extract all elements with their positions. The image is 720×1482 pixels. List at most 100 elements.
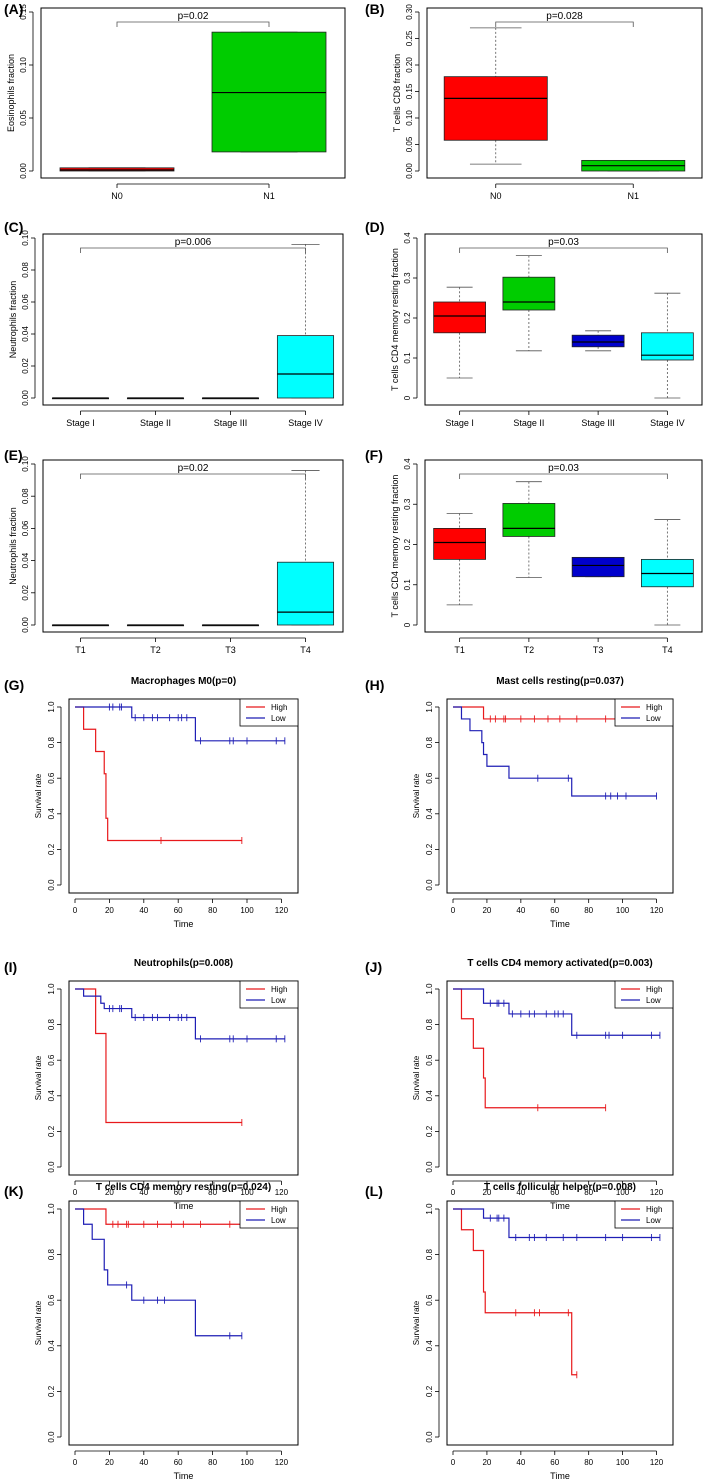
y-axis-label: Eosinophils fraction: [6, 54, 16, 132]
y-tick-label: 0.10: [19, 57, 28, 73]
y-tick-label: 0.00: [21, 617, 30, 633]
significance-bracket: [80, 247, 306, 253]
y-tick-label: 0.0: [47, 879, 56, 891]
x-tick-label: 40: [139, 1458, 148, 1467]
significance-bracket: [116, 21, 270, 27]
x-tick-label: 100: [240, 1458, 254, 1467]
x-tick-label: 80: [208, 906, 217, 915]
plot-title: T cells follicular helper(p=0.008): [484, 1182, 636, 1193]
survival-curve-high: [75, 1208, 242, 1225]
x-tick-label: Stage II: [513, 418, 544, 428]
x-tick-label: Stage I: [445, 418, 474, 428]
x-tick-label: T1: [454, 645, 465, 655]
significance-bracket: [459, 247, 668, 253]
y-tick-label: 0.2: [47, 1125, 56, 1137]
y-tick-label: 1.0: [47, 983, 56, 995]
y-tick-label: 0.2: [47, 843, 56, 855]
x-tick-label: T4: [662, 645, 673, 655]
y-axis-label: Survival rate: [34, 1055, 43, 1100]
box: [571, 334, 625, 348]
plot-title: Mast cells resting(p=0.037): [496, 676, 624, 687]
significance-bracket: [80, 473, 306, 479]
plot-frame: [42, 233, 344, 406]
x-tick-label: 20: [105, 906, 114, 915]
x-tick-label: 80: [584, 1188, 593, 1197]
x-tick-label: 20: [105, 1458, 114, 1467]
y-tick-label: 0.8: [47, 1018, 56, 1030]
y-tick-label: 0.0: [47, 1161, 56, 1173]
y-tick-label: 0.0: [425, 1431, 434, 1443]
survival-curve-low: [75, 988, 285, 1040]
survival-curve-high: [453, 1208, 577, 1376]
legend-box: [239, 980, 299, 1009]
y-tick-label: 0.04: [21, 326, 30, 342]
y-axis-label: T cells CD8 fraction: [392, 54, 402, 132]
legend-label: Low: [271, 1216, 286, 1225]
plot-title: T cells CD4 memory resting(p=0.024): [96, 1182, 271, 1193]
x-tick-label: 120: [275, 1458, 289, 1467]
y-tick-label: 0.25: [405, 30, 414, 46]
panel-label: (D): [365, 219, 384, 235]
y-tick-label: 0.1: [403, 352, 412, 364]
y-tick-label: 0.4: [425, 1340, 434, 1352]
x-tick-label: 20: [482, 1458, 491, 1467]
km-panel: (H) Mast cells resting(p=0.037) 0.0 0.2 0.4 0…: [365, 676, 674, 929]
x-tick-label: T3: [593, 645, 604, 655]
x-tick-label: 0: [73, 1188, 78, 1197]
x-tick-label: 80: [208, 1458, 217, 1467]
x-tick-label: Stage I: [66, 418, 95, 428]
x-tick-label: T4: [300, 645, 311, 655]
panel-label: (E): [4, 447, 23, 463]
p-value-label: p=0.03: [548, 463, 579, 474]
x-tick-label: 80: [208, 1188, 217, 1197]
panel-label: (I): [4, 959, 17, 975]
y-tick-label: 0.8: [47, 736, 56, 748]
x-tick-label: N0: [111, 191, 123, 201]
significance-bracket: [459, 473, 668, 479]
plot-frame: [446, 980, 674, 1176]
legend-box: [614, 698, 674, 727]
box: [502, 276, 556, 311]
x-tick-label: 40: [139, 906, 148, 915]
plot-title: T cells CD4 memory activated(p=0.003): [467, 958, 652, 969]
y-tick-label: 0.4: [47, 1090, 56, 1102]
plot-frame: [40, 7, 346, 179]
box: [276, 335, 335, 399]
y-tick-label: 0.30: [405, 4, 414, 20]
survival-curve-low: [75, 1208, 242, 1337]
y-axis-label: Survival rate: [412, 773, 421, 818]
y-tick-label: 0.08: [21, 262, 30, 278]
box: [433, 528, 486, 560]
legend-label: Low: [271, 996, 286, 1005]
x-tick-label: 60: [174, 906, 183, 915]
legend-label: High: [271, 703, 287, 712]
x-tick-label: 60: [550, 1188, 559, 1197]
legend-label: High: [271, 985, 287, 994]
y-axis-label: Survival rate: [412, 1300, 421, 1345]
km-panel: (L) T cells follicular helper(p=0.008) 0.0…: [365, 1182, 674, 1481]
survival-curve-high: [453, 988, 606, 1109]
y-tick-label: 0.8: [47, 1248, 56, 1260]
y-axis-label: Neutrophils fraction: [8, 507, 18, 585]
y-tick-label: 1.0: [425, 701, 434, 713]
x-tick-label: 0: [73, 906, 78, 915]
x-tick-label: 120: [275, 1188, 289, 1197]
y-tick-label: 1.0: [47, 1203, 56, 1215]
y-tick-label: 0.8: [425, 1248, 434, 1260]
plot-frame: [68, 1200, 299, 1446]
y-tick-label: 0.3: [403, 498, 412, 510]
y-tick-label: 0.4: [403, 458, 412, 470]
panel-label: (C): [4, 219, 23, 235]
plot-title: Macrophages M0(p=0): [131, 676, 236, 687]
p-value-label: p=0.006: [175, 237, 212, 248]
legend-label: Low: [646, 1216, 661, 1225]
box: [433, 301, 486, 334]
y-tick-label: 0.06: [21, 520, 30, 536]
y-tick-label: 0.15: [19, 4, 28, 20]
y-tick-label: 0.10: [21, 456, 30, 472]
y-tick-label: 0.8: [425, 736, 434, 748]
x-tick-label: 40: [516, 906, 525, 915]
plot-frame: [68, 980, 299, 1176]
boxplot-panel: (B) 0.00 0.05 0.10 0.15 0.20 0.25 0.30 T cells C…: [365, 1, 703, 201]
